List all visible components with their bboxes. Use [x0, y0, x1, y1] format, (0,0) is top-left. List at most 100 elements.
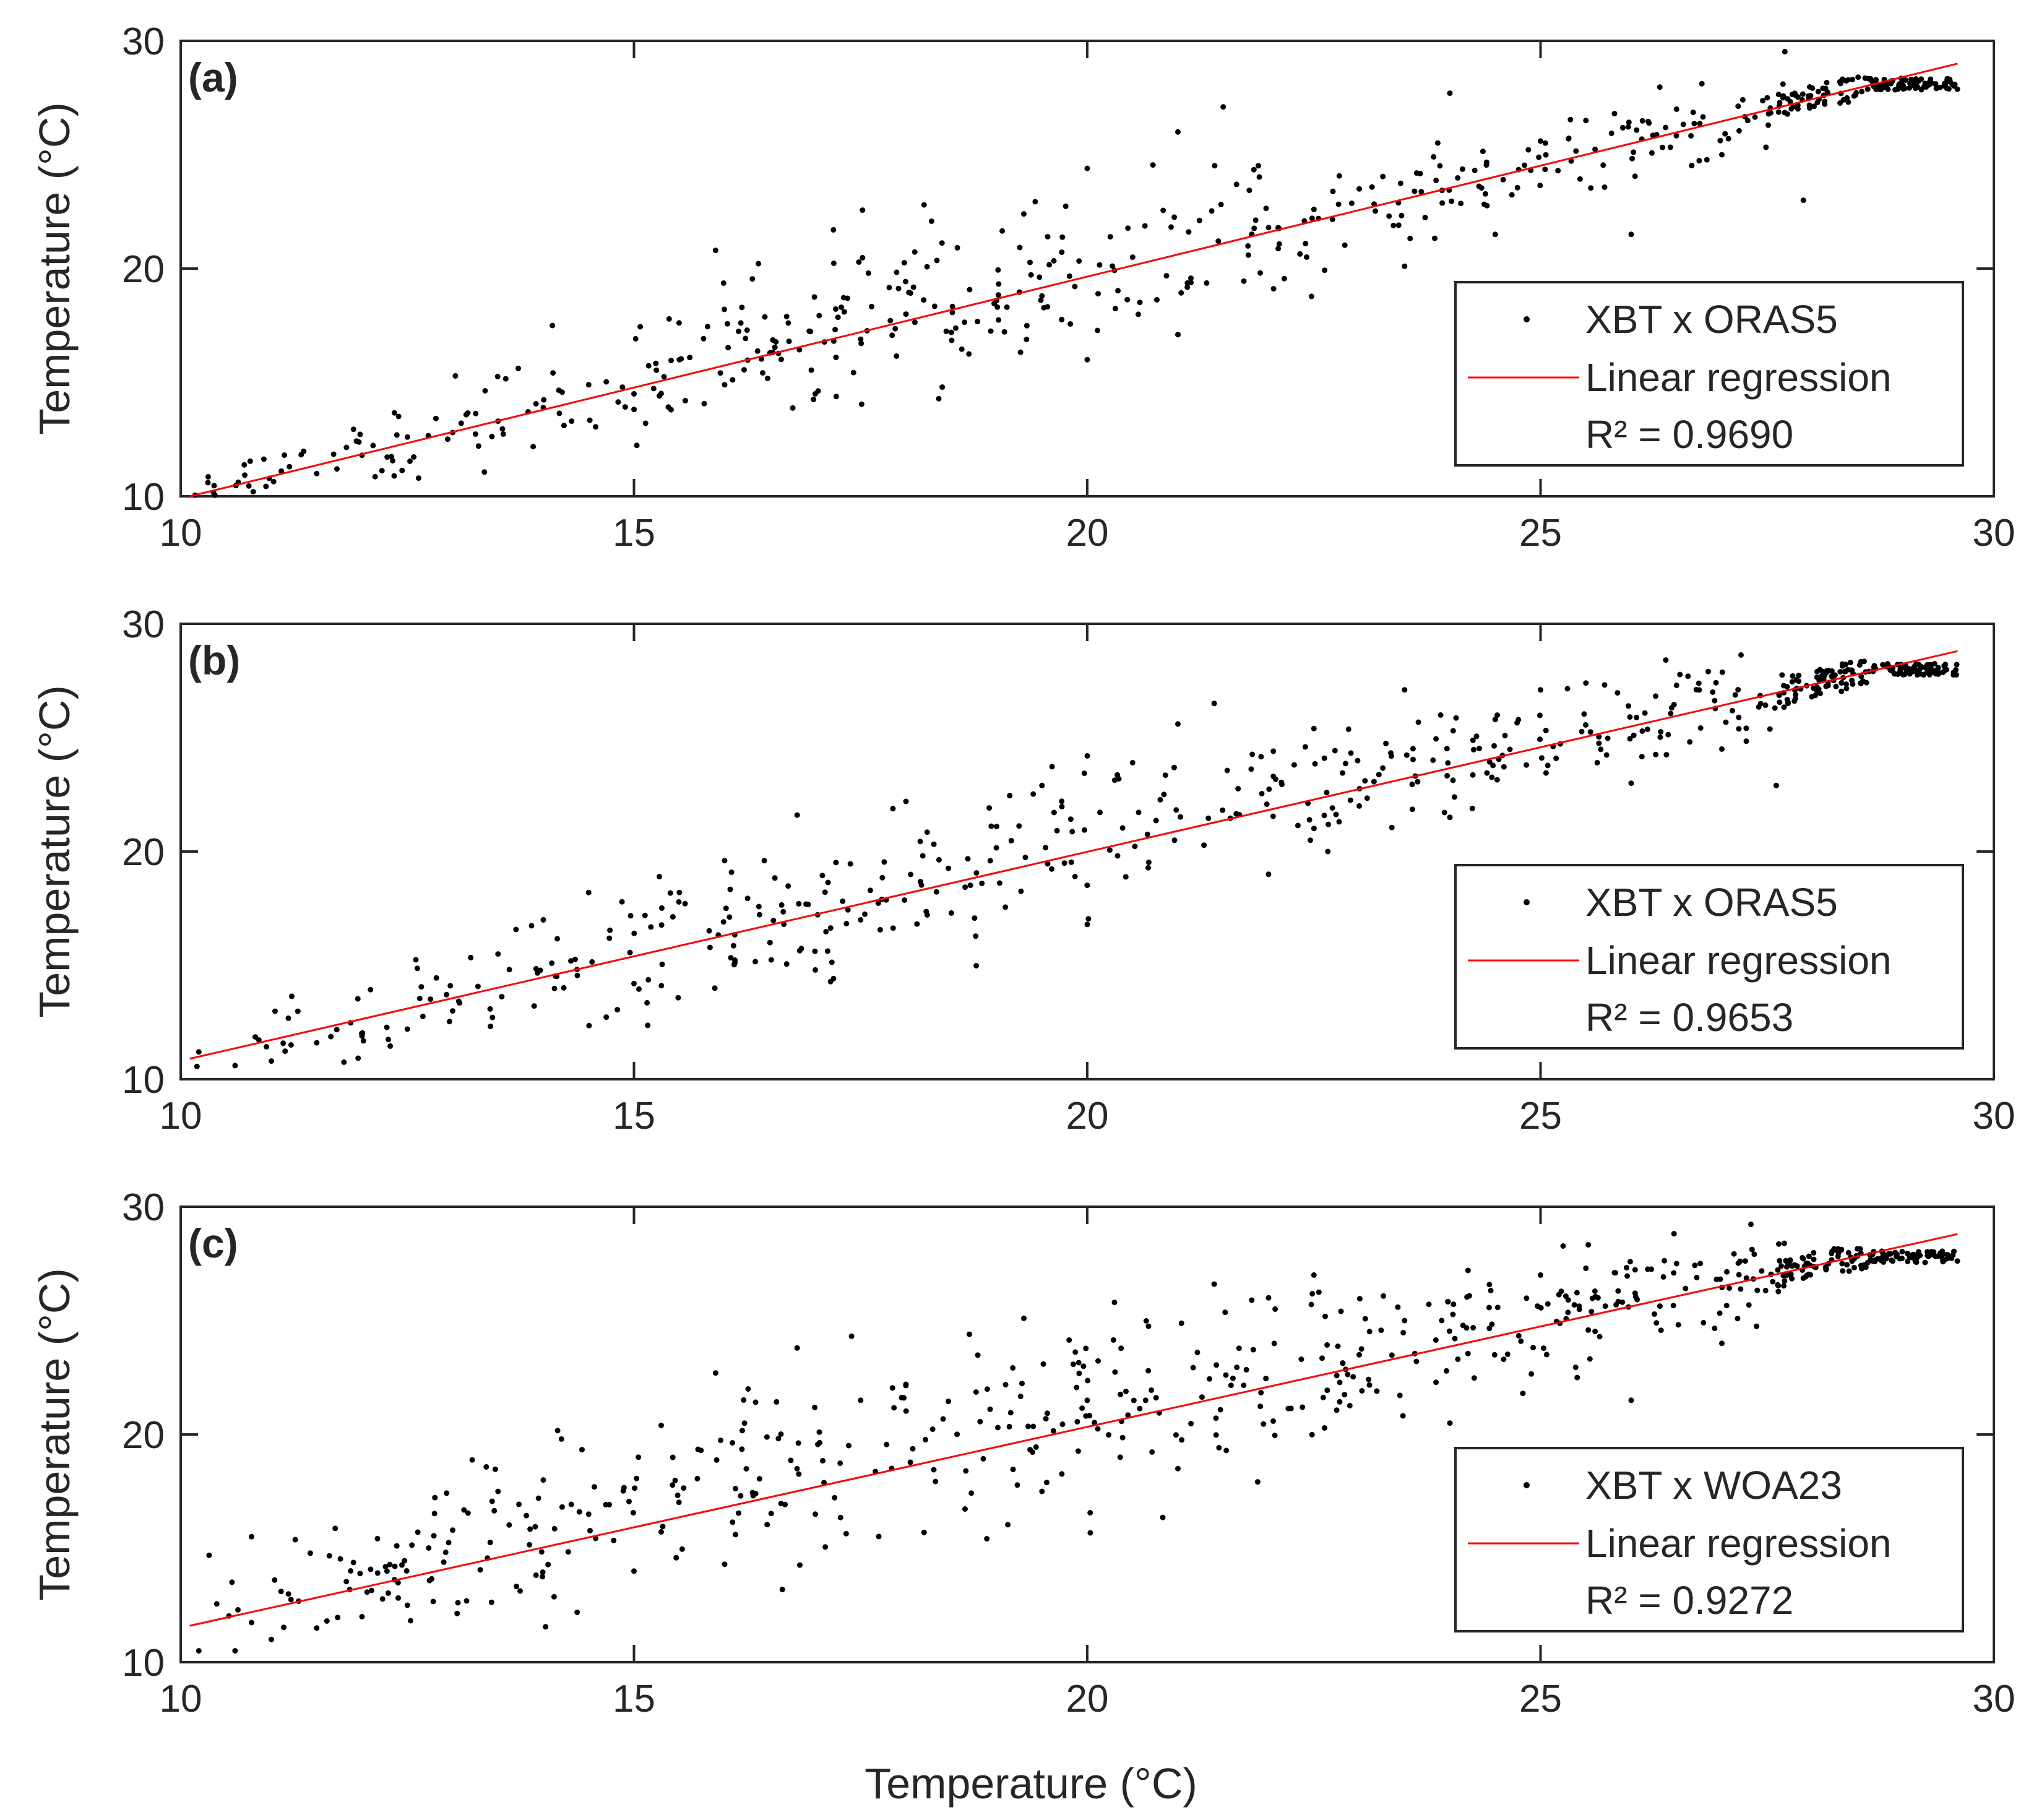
- scatter-point: [1807, 84, 1813, 90]
- scatter-point: [491, 1507, 498, 1514]
- scatter-point: [718, 1438, 723, 1443]
- scatter-point: [973, 1389, 979, 1395]
- scatter-point: [712, 985, 718, 991]
- scatter-point: [1024, 337, 1030, 342]
- scatter-point: [1450, 1311, 1456, 1318]
- scatter-point: [1782, 48, 1788, 54]
- scatter-point: [1601, 184, 1608, 190]
- scatter-point: [1883, 1256, 1889, 1262]
- scatter-point: [1276, 241, 1282, 247]
- scatter-point: [533, 1572, 539, 1578]
- scatter-point: [256, 1037, 262, 1043]
- scatter-point: [632, 1485, 638, 1491]
- scatter-point: [1738, 1286, 1744, 1292]
- scatter-point: [1330, 188, 1336, 194]
- scatter-point: [845, 907, 851, 913]
- scatter-point: [1371, 778, 1377, 785]
- scatter-point: [1178, 1320, 1184, 1326]
- scatter-point: [1083, 1345, 1089, 1352]
- scatter-point: [1673, 132, 1679, 139]
- scatter-point: [1814, 675, 1820, 680]
- scatter-point: [963, 1468, 969, 1474]
- scatter-point: [1689, 163, 1695, 169]
- scatter-point: [1494, 1305, 1501, 1311]
- scatter-point: [1059, 249, 1065, 256]
- scatter-point: [1160, 207, 1166, 213]
- scatter-point: [1324, 1342, 1330, 1348]
- scatter-point: [1735, 1316, 1741, 1322]
- scatter-point: [399, 467, 405, 473]
- scatter-point: [444, 991, 449, 998]
- scatter-point: [1524, 1295, 1530, 1301]
- scatter-point: [1154, 296, 1160, 303]
- scatter-point: [1066, 273, 1072, 279]
- scatter-point: [1924, 669, 1930, 675]
- scatter-point: [1162, 772, 1168, 778]
- scatter-point: [1851, 1264, 1857, 1270]
- scatter-point: [1043, 1416, 1049, 1422]
- scatter-point: [1298, 1356, 1304, 1362]
- scatter-point: [1705, 668, 1711, 675]
- scatter-point: [1913, 76, 1919, 82]
- scatter-point: [1006, 1423, 1012, 1430]
- scatter-point: [910, 284, 916, 290]
- legend-label-regression: Linear regression: [1585, 938, 1892, 983]
- scatter-point: [472, 431, 478, 437]
- scatter-point: [1626, 703, 1631, 709]
- scatter-point: [1178, 290, 1184, 296]
- scatter-point: [1373, 208, 1378, 214]
- scatter-point: [794, 1465, 800, 1472]
- scatter-point: [475, 983, 481, 990]
- scatter-point: [701, 400, 707, 407]
- scatter-point: [1291, 762, 1297, 768]
- scatter-point: [622, 404, 628, 410]
- scatter-point: [1932, 1253, 1938, 1259]
- scatter-point: [707, 944, 713, 951]
- scatter-point: [1389, 1352, 1395, 1358]
- scatter-point: [772, 875, 778, 881]
- scatter-point: [830, 226, 837, 233]
- scatter-point: [1350, 1374, 1356, 1380]
- scatter-point: [1601, 682, 1608, 688]
- scatter-point: [328, 1033, 334, 1040]
- scatter-point: [756, 912, 762, 918]
- scatter-point: [1719, 152, 1725, 158]
- scatter-point: [355, 996, 361, 1002]
- scatter-point: [1084, 165, 1090, 171]
- scatter-point: [1525, 147, 1532, 153]
- scatter-point: [838, 304, 845, 310]
- scatter-point: [1066, 1337, 1072, 1343]
- scatter-point: [593, 424, 599, 430]
- scatter-point: [1583, 118, 1589, 124]
- scatter-point: [1858, 680, 1864, 686]
- scatter-point: [1677, 671, 1683, 678]
- scatter-point: [606, 935, 613, 941]
- scatter-point: [833, 860, 839, 866]
- scatter-point: [538, 1549, 545, 1555]
- scatter-point: [246, 483, 252, 489]
- scatter-point: [1746, 1302, 1752, 1308]
- scatter-point: [1110, 263, 1116, 269]
- scatter-point: [1543, 727, 1549, 733]
- scatter-point: [1264, 801, 1270, 807]
- scatter-point: [756, 261, 762, 267]
- scatter-point: [1400, 1413, 1406, 1419]
- panel-label: (b): [188, 637, 240, 683]
- scatter-point: [1171, 837, 1178, 843]
- scatter-point: [1119, 825, 1126, 831]
- scatter-point: [413, 957, 419, 963]
- scatter-point: [475, 443, 481, 449]
- scatter-point: [1553, 756, 1559, 761]
- scatter-point: [1027, 259, 1033, 265]
- scatter-point: [1538, 1305, 1544, 1311]
- scatter-point: [1270, 774, 1277, 780]
- scatter-point: [433, 975, 439, 981]
- scatter-point: [463, 1598, 470, 1604]
- scatter-point: [1312, 761, 1318, 767]
- scatter-point: [1251, 166, 1257, 173]
- scatter-point: [761, 858, 767, 864]
- scatter-point: [1845, 666, 1851, 673]
- scatter-point: [794, 1345, 800, 1351]
- scatter-point: [1663, 657, 1669, 663]
- scatter-point: [741, 1420, 748, 1426]
